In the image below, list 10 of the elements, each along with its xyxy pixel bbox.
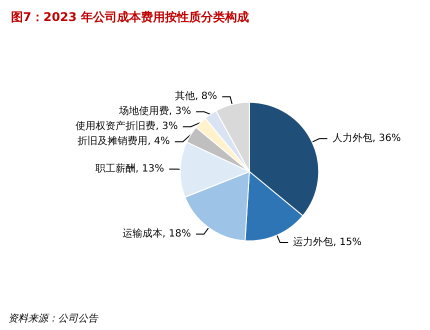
slice-label: 职工薪酬, 13%	[96, 162, 164, 175]
chart-title: 图7：2023 年公司成本费用按性质分类构成	[11, 10, 249, 24]
slice-label: 其他, 8%	[174, 90, 218, 102]
slice-label: 运力外包, 15%	[293, 236, 362, 248]
slice-label: 折旧及摊销费用, 4%	[78, 135, 170, 148]
slice-label: 使用权资产折旧费, 3%	[76, 120, 178, 132]
slice-label: 人力外包, 36%	[332, 132, 401, 144]
slice-label: 场地使用费, 3%	[118, 105, 192, 118]
text: 资料来源：公司公告	[8, 312, 99, 324]
slice-label: 运输成本, 18%	[122, 228, 191, 240]
